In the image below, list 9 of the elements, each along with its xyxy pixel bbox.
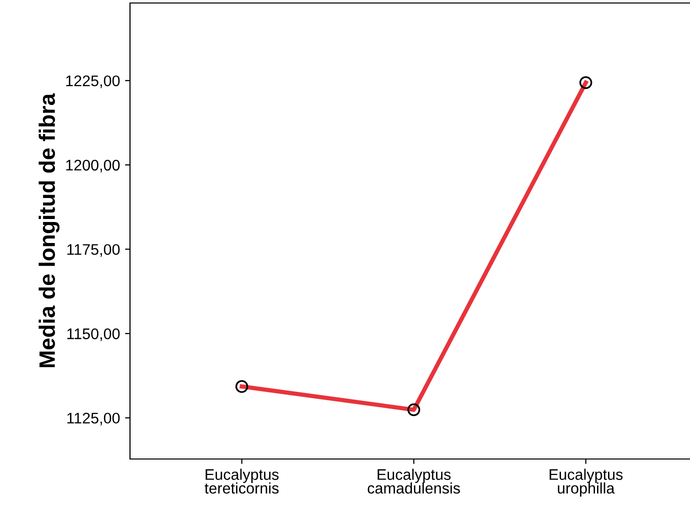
y-tick-label: 1225,00 (66, 75, 120, 88)
x-tick-label: Eucalyptus tereticornis (204, 468, 279, 494)
x-tick-label: Eucalyptus urophilla (550, 468, 623, 497)
y-tick-label: 1125,00 (67, 412, 120, 426)
y-tick-label: 1200,00 (66, 160, 120, 172)
y-tick-label: 1175,00 (67, 244, 120, 257)
y-tick-label: 1150,00 (67, 328, 120, 342)
y-axis-title: Media de longitud de fibra (38, 93, 60, 368)
x-tick-label: Eucalyptus camadulensis (368, 468, 460, 494)
